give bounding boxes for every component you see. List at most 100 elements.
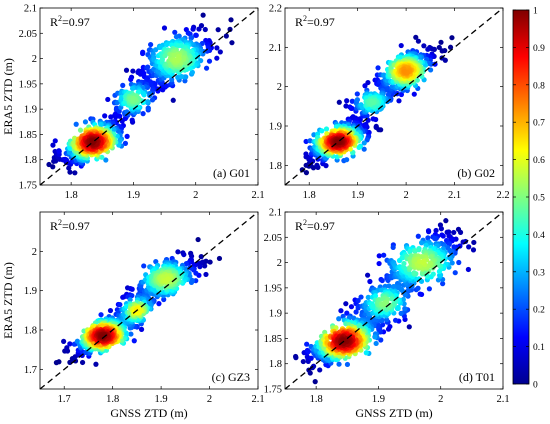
x-tick-label: 1.9 xyxy=(127,190,140,201)
scatter-point xyxy=(138,326,145,332)
scatter-point xyxy=(465,266,471,273)
scatter-point xyxy=(134,104,141,110)
scatter-point xyxy=(370,100,377,106)
colorbar-tick-label: 0.4 xyxy=(533,231,545,241)
scatter-point xyxy=(46,161,52,168)
scatter-point xyxy=(358,294,364,300)
scatter-point xyxy=(457,229,464,235)
scatter-point xyxy=(370,116,376,122)
scatter-point xyxy=(67,341,73,347)
scatter-point xyxy=(72,170,78,176)
scatter-point xyxy=(396,98,402,104)
x-tick-label: 2 xyxy=(207,394,212,405)
y-tick-label: 1.9 xyxy=(24,286,37,297)
scatter-point xyxy=(308,355,314,361)
panel-label: (c) GZ3 xyxy=(212,370,250,384)
scatter-point xyxy=(432,235,438,242)
r2-annotation: R2=0.97 xyxy=(295,14,335,29)
scatter-point xyxy=(182,78,188,84)
scatter-point xyxy=(354,97,361,103)
y-tick-label: 1.8 xyxy=(269,359,282,370)
scatter-point xyxy=(181,251,187,258)
colorbar-tick-label: 0 xyxy=(533,381,538,391)
scatter-point xyxy=(120,82,126,88)
scatter-point xyxy=(196,26,202,32)
scatter-point xyxy=(77,127,84,133)
colorbar-ticks: 0 0.1 0.2 0.3 0.4 0.5 0.6 0.7 0.8 0.9 1 xyxy=(513,7,545,391)
scatter-point xyxy=(336,361,342,367)
scatter-point xyxy=(314,162,320,168)
scatter-point xyxy=(304,341,310,347)
y-tick-label: 1.8 xyxy=(24,326,37,337)
scatter-point xyxy=(449,260,455,266)
scatter-point xyxy=(443,218,449,224)
x-tick-label: 2 xyxy=(193,190,198,201)
scatter-point xyxy=(124,133,130,139)
scatter-point xyxy=(446,254,452,260)
y-tick-label: 2.2 xyxy=(269,4,282,15)
scatter-point xyxy=(305,348,312,355)
scatter-point xyxy=(140,50,146,57)
scatter-point xyxy=(426,286,432,292)
scatter-point xyxy=(170,97,176,103)
r2-annotation: R2=0.97 xyxy=(50,218,90,233)
y-tick-label: 2.1 xyxy=(24,4,37,15)
scatter-point xyxy=(411,91,417,97)
scatter-point xyxy=(414,77,420,83)
scatter-points xyxy=(46,12,235,176)
scatter-point xyxy=(228,17,234,23)
scatter-point xyxy=(356,144,362,151)
scatter-point xyxy=(117,138,123,144)
scatter-point xyxy=(438,39,444,45)
scatter-point xyxy=(188,279,195,285)
scatter-point xyxy=(382,300,388,306)
scatter-point xyxy=(401,260,407,267)
scatter-point xyxy=(303,138,309,145)
colorbar-tick-label: 0.2 xyxy=(533,306,545,316)
scatter-point xyxy=(471,239,477,246)
y-axis-label: ERA5 ZTD (m) xyxy=(1,58,15,135)
scatter-point xyxy=(426,229,432,235)
x-tick-label: 1.8 xyxy=(303,190,316,201)
scatter-point xyxy=(312,379,318,385)
scatter-point xyxy=(300,358,306,365)
y-tick-label: 1.9 xyxy=(269,309,282,320)
scatter-point xyxy=(176,56,182,62)
y-tick-label: 1.7 xyxy=(24,365,37,376)
scatter-point xyxy=(189,69,195,75)
scatter-point xyxy=(128,76,134,82)
x-tick-label: 2.1 xyxy=(448,190,461,201)
scatter-point xyxy=(165,276,171,282)
panel-label: (d) T01 xyxy=(459,370,495,384)
scatter-point xyxy=(303,170,310,176)
scatter-point xyxy=(193,32,199,38)
panel-label: (a) G01 xyxy=(213,166,250,180)
y-tick-label: 2.1 xyxy=(269,43,282,54)
scatter-point xyxy=(355,298,361,304)
scatter-point xyxy=(191,262,197,268)
scatter-point xyxy=(200,12,206,18)
scatter-point xyxy=(361,146,367,152)
scatter-point xyxy=(73,121,79,127)
scatter-point xyxy=(324,131,330,137)
scatter-point xyxy=(447,44,454,50)
scatter-point xyxy=(338,308,344,314)
scatter-point xyxy=(223,33,229,39)
r2-annotation: R2=0.97 xyxy=(295,218,335,233)
scatter-point xyxy=(133,307,139,313)
scatter-point xyxy=(161,25,168,31)
scatter-point xyxy=(425,235,431,241)
scatter-point xyxy=(172,29,178,35)
scatter-point xyxy=(214,55,220,61)
scatter-point xyxy=(344,157,350,163)
scatter-point xyxy=(415,285,421,291)
scatter-point xyxy=(203,271,209,278)
y-tick-label: 2.05 xyxy=(19,29,37,40)
scatter-point xyxy=(398,42,404,49)
scatter-point xyxy=(407,249,413,255)
scatter-point xyxy=(180,55,186,61)
scatter-points xyxy=(299,34,455,176)
scatter-point xyxy=(347,146,353,152)
scatter-point xyxy=(159,56,166,63)
